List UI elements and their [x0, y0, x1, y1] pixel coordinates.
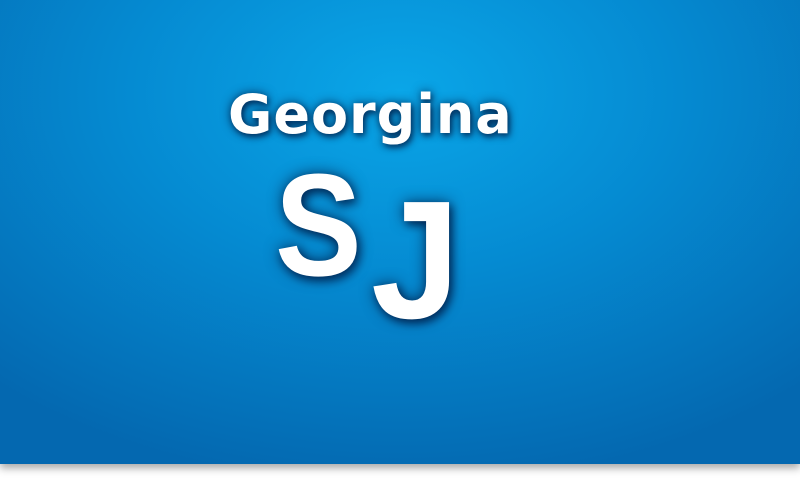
logo-initial-s: S — [275, 143, 362, 307]
logo-initials: S J — [275, 152, 490, 362]
logo-initial-j: J — [371, 165, 460, 354]
blue-banner: Georgina S J — [0, 0, 800, 464]
logo-name: Georgina — [228, 83, 513, 146]
